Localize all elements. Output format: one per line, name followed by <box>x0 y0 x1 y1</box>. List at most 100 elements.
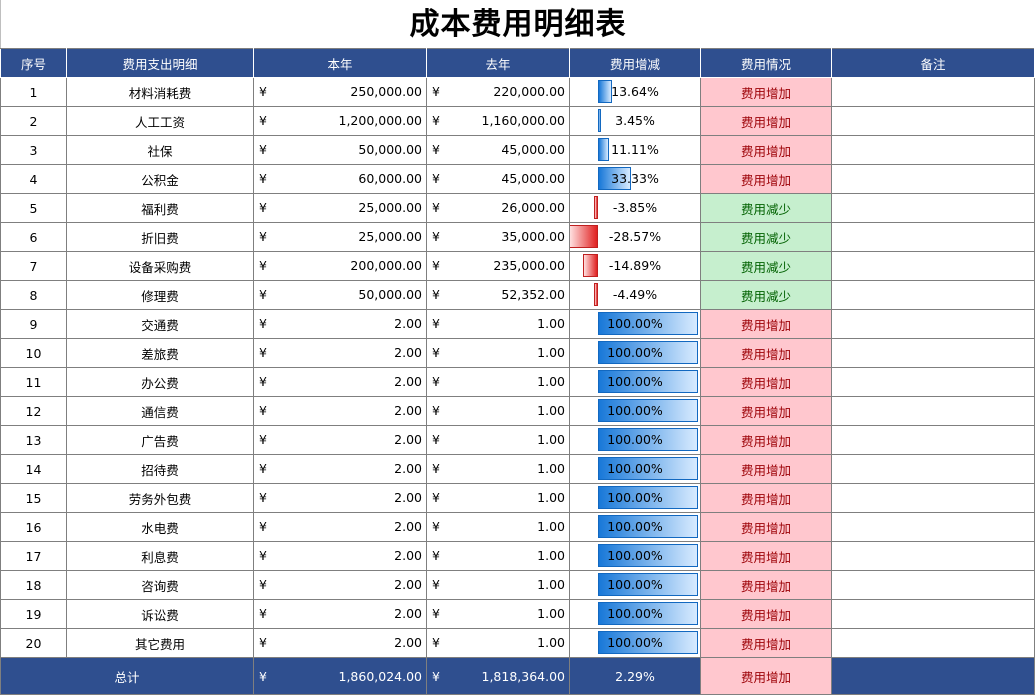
expense-item-cell[interactable]: 劳务外包费 <box>66 483 254 513</box>
change-cell[interactable]: 100.00% <box>569 396 701 426</box>
change-cell[interactable]: -4.49% <box>569 280 701 310</box>
header-last-year[interactable]: 去年 <box>426 48 570 78</box>
remark-cell[interactable] <box>831 367 1035 397</box>
last-year-cell[interactable]: ¥ 35,000.00 <box>426 222 570 252</box>
expense-item-cell[interactable]: 交通费 <box>66 309 254 339</box>
expense-item-cell[interactable]: 设备采购费 <box>66 251 254 281</box>
status-cell[interactable]: 费用减少 <box>700 222 832 252</box>
this-year-cell[interactable]: ¥ 2.00 <box>253 512 427 542</box>
last-year-cell[interactable]: ¥ 1.00 <box>426 309 570 339</box>
remark-cell[interactable] <box>831 251 1035 281</box>
this-year-cell[interactable]: ¥ 200,000.00 <box>253 251 427 281</box>
this-year-cell[interactable]: ¥ 2.00 <box>253 599 427 629</box>
remark-cell[interactable] <box>831 338 1035 368</box>
total-status[interactable]: 费用增加 <box>700 657 832 695</box>
expense-item-cell[interactable]: 咨询费 <box>66 570 254 600</box>
change-cell[interactable]: 100.00% <box>569 483 701 513</box>
this-year-cell[interactable]: ¥ 2.00 <box>253 396 427 426</box>
this-year-cell[interactable]: ¥ 2.00 <box>253 541 427 571</box>
this-year-cell[interactable]: ¥ 2.00 <box>253 483 427 513</box>
row-number-cell[interactable]: 13 <box>0 425 67 455</box>
status-cell[interactable]: 费用增加 <box>700 599 832 629</box>
remark-cell[interactable] <box>831 628 1035 658</box>
status-cell[interactable]: 费用减少 <box>700 251 832 281</box>
this-year-cell[interactable]: ¥ 2.00 <box>253 367 427 397</box>
total-label[interactable]: 总计 <box>0 657 254 695</box>
expense-item-cell[interactable]: 福利费 <box>66 193 254 223</box>
expense-item-cell[interactable]: 人工工资 <box>66 106 254 136</box>
change-cell[interactable]: 100.00% <box>569 512 701 542</box>
header-no[interactable]: 序号 <box>0 48 67 78</box>
row-number-cell[interactable]: 3 <box>0 135 67 165</box>
last-year-cell[interactable]: ¥ 52,352.00 <box>426 280 570 310</box>
row-number-cell[interactable]: 7 <box>0 251 67 281</box>
status-cell[interactable]: 费用增加 <box>700 367 832 397</box>
status-cell[interactable]: 费用增加 <box>700 309 832 339</box>
remark-cell[interactable] <box>831 454 1035 484</box>
this-year-cell[interactable]: ¥ 60,000.00 <box>253 164 427 194</box>
change-cell[interactable]: 100.00% <box>569 541 701 571</box>
status-cell[interactable]: 费用增加 <box>700 77 832 107</box>
row-number-cell[interactable]: 9 <box>0 309 67 339</box>
last-year-cell[interactable]: ¥ 1.00 <box>426 367 570 397</box>
header-item[interactable]: 费用支出明细 <box>66 48 254 78</box>
this-year-cell[interactable]: ¥ 2.00 <box>253 309 427 339</box>
this-year-cell[interactable]: ¥ 25,000.00 <box>253 193 427 223</box>
change-cell[interactable]: 100.00% <box>569 425 701 455</box>
change-cell[interactable]: -28.57% <box>569 222 701 252</box>
status-cell[interactable]: 费用增加 <box>700 483 832 513</box>
remark-cell[interactable] <box>831 483 1035 513</box>
last-year-cell[interactable]: ¥ 1.00 <box>426 570 570 600</box>
expense-item-cell[interactable]: 招待费 <box>66 454 254 484</box>
last-year-cell[interactable]: ¥ 1,160,000.00 <box>426 106 570 136</box>
last-year-cell[interactable]: ¥ 45,000.00 <box>426 135 570 165</box>
this-year-cell[interactable]: ¥ 25,000.00 <box>253 222 427 252</box>
expense-item-cell[interactable]: 办公费 <box>66 367 254 397</box>
change-cell[interactable]: 100.00% <box>569 309 701 339</box>
this-year-cell[interactable]: ¥ 2.00 <box>253 338 427 368</box>
last-year-cell[interactable]: ¥ 1.00 <box>426 599 570 629</box>
row-number-cell[interactable]: 5 <box>0 193 67 223</box>
last-year-cell[interactable]: ¥ 235,000.00 <box>426 251 570 281</box>
row-number-cell[interactable]: 4 <box>0 164 67 194</box>
this-year-cell[interactable]: ¥ 2.00 <box>253 425 427 455</box>
expense-item-cell[interactable]: 折旧费 <box>66 222 254 252</box>
status-cell[interactable]: 费用增加 <box>700 396 832 426</box>
row-number-cell[interactable]: 20 <box>0 628 67 658</box>
expense-item-cell[interactable]: 广告费 <box>66 425 254 455</box>
remark-cell[interactable] <box>831 77 1035 107</box>
remark-cell[interactable] <box>831 193 1035 223</box>
status-cell[interactable]: 费用增加 <box>700 164 832 194</box>
change-cell[interactable]: -14.89% <box>569 251 701 281</box>
remark-cell[interactable] <box>831 570 1035 600</box>
remark-cell[interactable] <box>831 541 1035 571</box>
remark-cell[interactable] <box>831 280 1035 310</box>
last-year-cell[interactable]: ¥ 26,000.00 <box>426 193 570 223</box>
expense-item-cell[interactable]: 水电费 <box>66 512 254 542</box>
row-number-cell[interactable]: 8 <box>0 280 67 310</box>
change-cell[interactable]: 100.00% <box>569 599 701 629</box>
row-number-cell[interactable]: 17 <box>0 541 67 571</box>
change-cell[interactable]: 100.00% <box>569 628 701 658</box>
header-remark[interactable]: 备注 <box>831 48 1035 78</box>
header-this-year[interactable]: 本年 <box>253 48 427 78</box>
last-year-cell[interactable]: ¥ 1.00 <box>426 512 570 542</box>
expense-item-cell[interactable]: 差旅费 <box>66 338 254 368</box>
total-last-year-cell[interactable]: ¥ 1,818,364.00 <box>426 657 570 695</box>
expense-item-cell[interactable]: 通信费 <box>66 396 254 426</box>
expense-item-cell[interactable]: 其它费用 <box>66 628 254 658</box>
row-number-cell[interactable]: 2 <box>0 106 67 136</box>
remark-cell[interactable] <box>831 425 1035 455</box>
total-remark[interactable] <box>831 657 1035 695</box>
expense-item-cell[interactable]: 公积金 <box>66 164 254 194</box>
expense-item-cell[interactable]: 修理费 <box>66 280 254 310</box>
remark-cell[interactable] <box>831 106 1035 136</box>
row-number-cell[interactable]: 18 <box>0 570 67 600</box>
expense-item-cell[interactable]: 诉讼费 <box>66 599 254 629</box>
header-change[interactable]: 费用增减 <box>569 48 701 78</box>
change-cell[interactable]: 13.64% <box>569 77 701 107</box>
change-cell[interactable]: 33.33% <box>569 164 701 194</box>
last-year-cell[interactable]: ¥ 1.00 <box>426 483 570 513</box>
last-year-cell[interactable]: ¥ 1.00 <box>426 396 570 426</box>
status-cell[interactable]: 费用增加 <box>700 541 832 571</box>
